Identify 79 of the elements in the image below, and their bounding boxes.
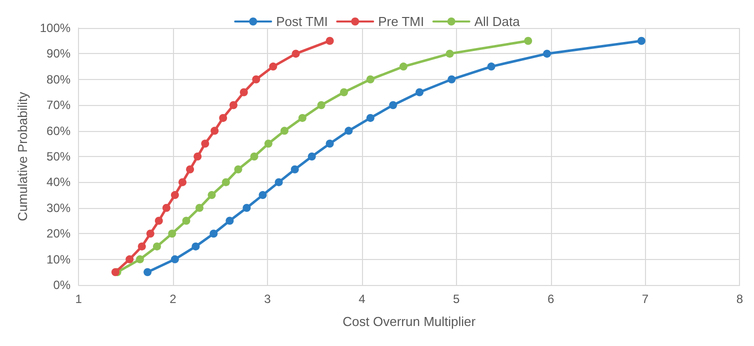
point — [194, 152, 202, 160]
point — [250, 152, 258, 160]
x-tick-label: 8 — [736, 292, 744, 306]
point — [182, 216, 190, 225]
point — [292, 50, 300, 58]
point — [240, 88, 248, 96]
point — [229, 101, 238, 110]
point — [170, 255, 179, 264]
point — [210, 230, 218, 238]
point — [154, 216, 163, 225]
y-tick-label: 60% — [46, 124, 71, 138]
y-tick-label: 50% — [46, 150, 71, 164]
point — [290, 165, 299, 174]
y-tick-label: 40% — [46, 175, 71, 190]
point — [524, 36, 532, 45]
point — [162, 204, 170, 212]
point — [222, 178, 230, 186]
point — [637, 36, 646, 45]
point — [201, 140, 210, 148]
legend-label: All Data — [474, 14, 521, 29]
point — [192, 242, 200, 250]
x-tick-label: 3 — [264, 292, 272, 306]
y-tick-label: 90% — [46, 46, 71, 61]
point — [416, 88, 424, 96]
point — [389, 101, 398, 110]
point — [178, 178, 186, 186]
point — [186, 165, 194, 174]
y-tick-label: 70% — [46, 98, 71, 112]
point — [326, 140, 334, 148]
point — [274, 178, 283, 186]
point — [264, 140, 272, 148]
x-tick-label: 4 — [358, 292, 366, 306]
point — [242, 204, 251, 212]
point — [208, 191, 216, 200]
point — [144, 268, 152, 276]
point — [308, 152, 316, 160]
point — [366, 75, 374, 84]
point — [344, 126, 353, 135]
x-tick-label: 2 — [170, 292, 177, 306]
y-tick-label: 100% — [40, 21, 71, 35]
point — [234, 165, 242, 174]
point — [298, 114, 306, 122]
point — [146, 230, 154, 238]
point — [170, 191, 179, 200]
point — [258, 191, 267, 200]
point — [366, 114, 374, 122]
point — [269, 62, 278, 71]
point — [543, 50, 552, 58]
point — [326, 36, 334, 45]
y-tick-label: 20% — [46, 226, 71, 241]
x-tick-label: 6 — [547, 292, 554, 306]
legend-label: Post TMI — [276, 14, 328, 29]
x-axis-title: Cost Overrun Multiplier — [342, 314, 476, 329]
y-tick-label: 30% — [46, 200, 71, 215]
point — [280, 126, 288, 135]
point — [168, 230, 176, 238]
point — [487, 62, 496, 71]
point — [138, 242, 146, 250]
point — [195, 204, 204, 212]
y-tick-label: 80% — [46, 72, 71, 86]
point — [226, 216, 234, 225]
point — [136, 255, 144, 264]
y-axis-title: Cumulative Probability — [15, 91, 30, 222]
x-tick-label: 5 — [453, 292, 460, 306]
legend-label: Pre TMI — [378, 14, 424, 29]
point — [446, 50, 454, 58]
point — [152, 242, 161, 250]
point — [448, 75, 456, 84]
x-tick-label: 7 — [642, 292, 649, 306]
y-tick-label: 10% — [46, 252, 71, 266]
point — [252, 75, 260, 84]
point — [317, 101, 326, 110]
point — [126, 255, 134, 264]
point — [340, 88, 348, 96]
y-tick-label: 0% — [53, 278, 71, 292]
point — [399, 62, 408, 71]
x-tick-label: 1 — [75, 292, 82, 306]
point — [210, 126, 219, 135]
point — [219, 114, 228, 122]
